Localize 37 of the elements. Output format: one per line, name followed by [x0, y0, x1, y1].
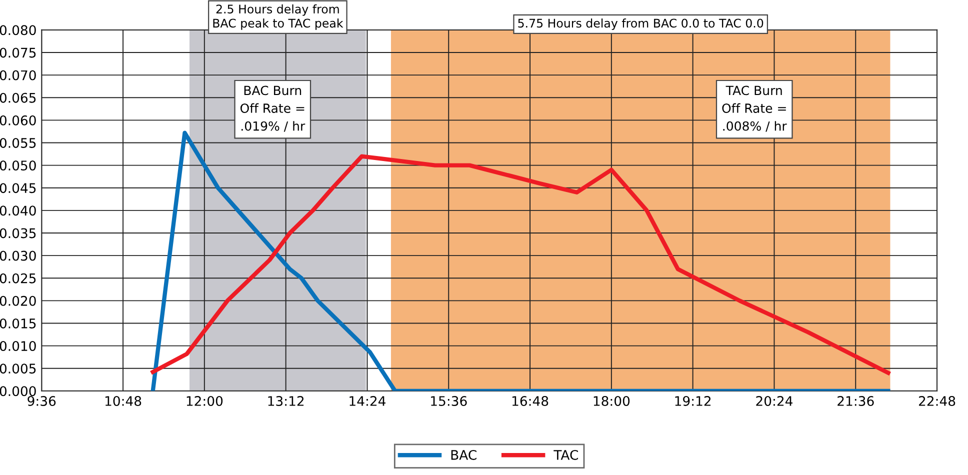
y-tick-label: 0.040	[0, 206, 36, 216]
x-tick-label: 10:48	[105, 396, 142, 406]
y-tick-label: 0.015	[0, 318, 36, 328]
y-tick-label: 0.005	[0, 364, 36, 374]
line-series	[150, 154, 890, 375]
x-tick-label: 20:24	[756, 396, 792, 406]
y-tick-label: 0.020	[0, 296, 36, 306]
x-tick-label: 21:36	[838, 396, 874, 406]
line-series	[150, 130, 890, 391]
x-tick-label: 9:36	[28, 396, 56, 406]
y-tick-label: 0.000	[0, 386, 36, 396]
y-tick-label: 0.065	[0, 92, 36, 103]
y-tick-label: 0.070	[0, 70, 36, 80]
x-tick-label: 14:24	[350, 396, 386, 406]
x-tick-label: 16:48	[512, 396, 548, 406]
legend-label: TAC	[554, 450, 578, 460]
y-tick-label: 0.055	[0, 138, 36, 148]
x-tick-label: 22:48	[918, 396, 956, 406]
y-tick-label: 0.060	[0, 115, 36, 126]
y-tick-label: 0.030	[0, 250, 36, 261]
x-tick-label: 15:36	[431, 396, 467, 406]
annotation: TAC Burn Off Rate = .008% / hr	[722, 86, 787, 132]
x-tick-label: 12:00	[186, 396, 223, 406]
y-tick-label: 0.025	[0, 273, 36, 284]
band-label: 5.75 Hours delay from BAC 0.0 to TAC 0.0	[518, 18, 764, 30]
x-tick-label: 19:12	[675, 396, 711, 406]
y-tick-label: 0.080	[0, 25, 36, 36]
x-tick-label: 18:00	[594, 396, 630, 406]
annotation: BAC Burn Off Rate = .019% / hr	[240, 86, 306, 132]
x-tick-label: 13:12	[268, 396, 304, 406]
legend-label: BAC	[451, 450, 476, 460]
y-tick-label: 0.050	[0, 160, 36, 170]
y-tick-label: 0.035	[0, 228, 36, 238]
y-tick-label: 0.045	[0, 183, 36, 194]
y-tick-label: 0.010	[0, 341, 36, 351]
y-tick-label: 0.075	[0, 48, 36, 58]
band-label: 2.5 Hours delay from BAC peak to TAC peak	[213, 4, 344, 30]
